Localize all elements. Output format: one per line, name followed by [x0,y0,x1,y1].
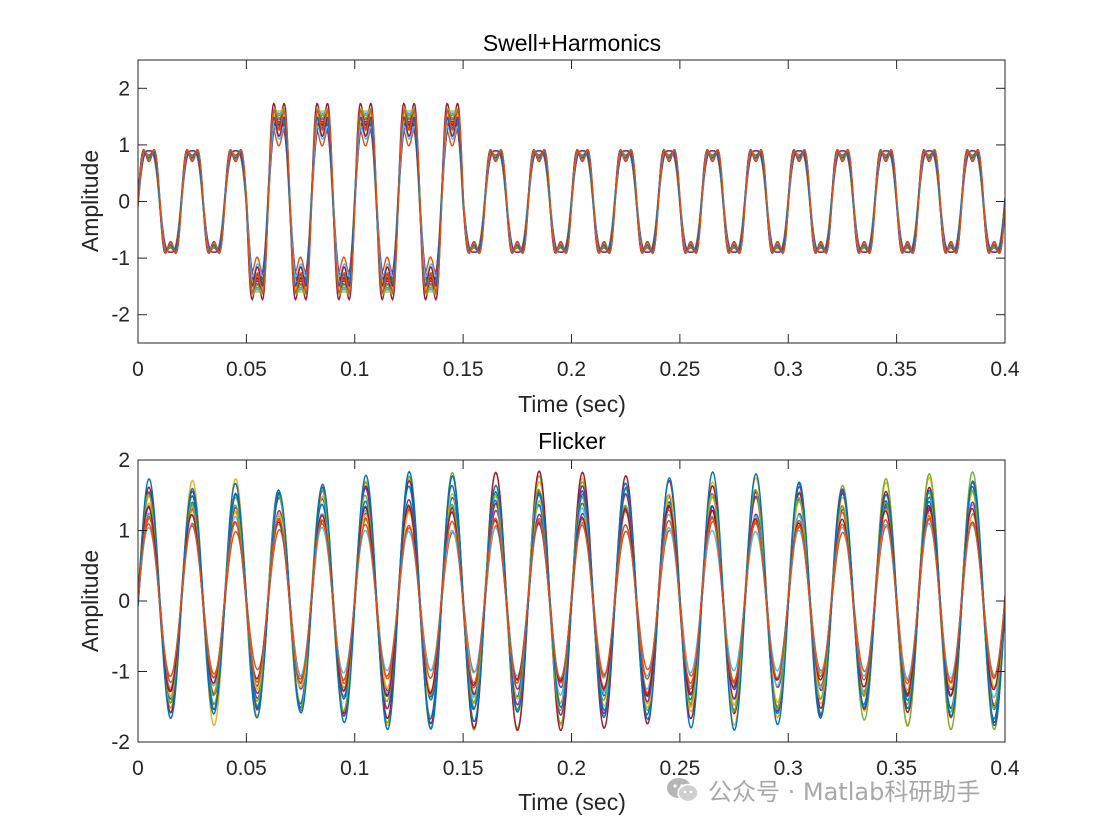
x-axis-label: Time (sec) [518,789,626,815]
x-axis-label: Time (sec) [518,391,626,417]
x-tick-label: 0.4 [990,757,1020,780]
y-tick-label: 1 [118,134,130,157]
series-line-16 [138,109,1005,294]
x-tick-label: 0.15 [443,358,484,381]
x-tick-label: 0.4 [990,358,1020,381]
x-tick-label: 0.05 [226,757,267,780]
plot-flicker: Flicker 0 0.05 0.1 0.15 0.2 0.25 0.3 0.35 0.4 -2… [77,428,1020,815]
x-axis-ticks: 0 0.05 0.1 0.15 0.2 0.25 0.3 0.35 0.4 [132,60,1020,381]
watermark: 公众号 · Matlab科研助手 [666,772,980,807]
x-tick-label: 0.1 [340,358,369,381]
y-axis-ticks: -2 -1 0 1 2 [111,77,1005,327]
axes-box [137,459,1006,743]
x-axis-ticks: 0 0.05 0.1 0.15 0.2 0.25 0.3 0.35 0.4 [132,460,1020,780]
x-tick-label: 0.1 [340,757,369,780]
y-tick-label: 1 [118,520,130,543]
y-tick-label: 2 [118,449,130,472]
plot-swell-harmonics: Swell+Harmonics 0 0.05 0.1 0.15 0.2 0.25 0.3 0.… [77,30,1020,417]
series-line-16 [138,517,1005,685]
x-tick-label: 0 [132,358,144,381]
y-tick-label: -2 [111,731,130,754]
y-tick-label: -1 [111,247,130,270]
x-tick-label: 0.3 [774,358,803,381]
x-tick-label: 0.25 [659,358,700,381]
y-axis-label: Amplitude [77,550,103,652]
series-group [138,470,1005,732]
axes-box [137,59,1006,344]
x-tick-label: 0.25 [659,757,700,780]
y-tick-label: -1 [111,661,130,684]
y-tick-label: -2 [111,304,130,327]
plot-title: Swell+Harmonics [483,30,661,56]
x-tick-label: 0.15 [443,757,484,780]
plot-title: Flicker [538,428,606,454]
y-tick-label: 0 [118,590,130,613]
x-tick-label: 0.35 [876,757,917,780]
y-tick-label: 0 [118,191,130,214]
x-tick-label: 0.05 [226,358,267,381]
x-tick-label: 0.2 [557,358,586,381]
watermark-text: 公众号 · Matlab科研助手 [708,778,981,806]
series-group [138,102,1005,302]
x-tick-label: 0.2 [557,757,586,780]
wechat-icon [667,777,699,802]
y-axis-label: Amplitude [77,150,103,252]
x-tick-label: 0.3 [774,757,803,780]
x-tick-label: 0.35 [876,358,917,381]
y-tick-label: 2 [118,77,130,100]
x-tick-label: 0 [132,757,144,780]
y-axis-ticks: -2 -1 0 1 2 [111,449,1005,754]
